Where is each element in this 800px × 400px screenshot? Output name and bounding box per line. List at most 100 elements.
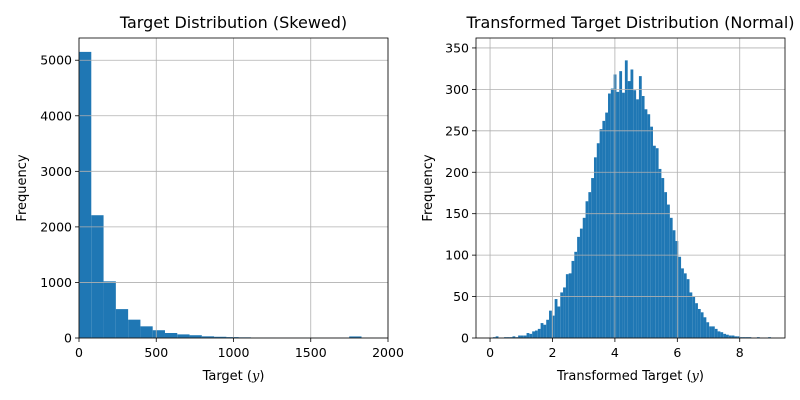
histogram-bar <box>582 217 586 338</box>
histogram-bar <box>678 256 682 338</box>
x-axis-label-variable: y <box>691 369 700 384</box>
histogram-bar <box>709 326 712 338</box>
y-axis-label: Frequency <box>421 154 436 221</box>
histogram-bar <box>602 120 606 338</box>
histogram-bar <box>588 192 592 338</box>
histogram-bar <box>563 287 566 338</box>
histogram-bar <box>560 292 564 338</box>
histogram-bar <box>537 328 541 338</box>
histogram-bar <box>574 251 578 338</box>
histogram-bar <box>610 88 614 338</box>
histogram-bar <box>756 337 760 338</box>
histogram-bar <box>577 236 580 338</box>
histogram-bar <box>726 334 729 338</box>
histogram-bar <box>641 96 645 338</box>
histogram-bar <box>526 333 530 338</box>
histogram-bar <box>669 217 673 338</box>
histogram-bar <box>633 90 637 338</box>
histogram-bar <box>723 333 727 338</box>
histogram-bar <box>189 335 202 338</box>
histogram-bars <box>79 51 387 339</box>
histogram-bar <box>91 215 104 338</box>
histogram-bar <box>619 71 623 338</box>
histogram-bar <box>504 337 507 338</box>
histogram-bar <box>672 230 676 338</box>
histogram-bar <box>728 335 732 338</box>
y-tick-label: 3000 <box>40 164 72 179</box>
histogram-bar <box>557 306 561 338</box>
x-tick-label: 1500 <box>295 345 327 360</box>
histogram-bar <box>731 335 735 338</box>
histogram-bar <box>540 323 544 338</box>
x-tick-label: 0 <box>75 345 83 360</box>
histogram-bar <box>689 292 693 338</box>
histogram-bar <box>627 81 631 338</box>
histogram-bar <box>740 337 743 338</box>
normal-histogram-panel: 0 2 4 6 8 0 50 100 150 200 250 300 350 Transformed Ta… <box>421 13 795 384</box>
y-tick-label: 2000 <box>40 219 72 234</box>
x-axis-label-suffix: ) <box>259 369 264 384</box>
histogram-bar <box>140 326 153 338</box>
histogram-bar <box>638 76 642 338</box>
histogram-bar <box>661 178 665 338</box>
histogram-bar <box>177 334 190 338</box>
histogram-bar <box>703 317 707 338</box>
histogram-bar <box>152 330 165 338</box>
grid-lines <box>78 38 389 339</box>
skewed-histogram-panel: 0 500 1000 1500 2000 0 1000 2000 3000 4000 5000 Tar… <box>15 13 404 384</box>
histogram-bar <box>128 319 141 338</box>
histogram-bar <box>714 328 718 338</box>
y-tick-label: 150 <box>445 206 469 221</box>
y-tick-label: 0 <box>64 331 72 346</box>
histogram-bar <box>534 330 538 338</box>
histogram-bar <box>492 337 496 338</box>
histogram-bar <box>681 268 684 338</box>
histogram-bars <box>492 60 771 339</box>
histogram-bar <box>103 281 116 338</box>
histogram-bar <box>596 143 600 338</box>
histogram-bar <box>532 331 535 338</box>
histogram-bar <box>585 201 589 338</box>
histogram-bar <box>652 145 656 338</box>
histogram-bar <box>720 332 724 338</box>
y-tick-label: 300 <box>445 82 469 97</box>
histogram-bar <box>647 114 651 338</box>
histogram-bar <box>568 273 572 338</box>
x-axis-label-suffix: ) <box>699 369 704 384</box>
histogram-bar <box>515 337 519 338</box>
histogram-bar <box>616 91 620 338</box>
histogram-bar <box>644 109 648 338</box>
y-tick-label: 4000 <box>40 108 72 123</box>
histogram-bar <box>706 322 710 338</box>
y-tick-label: 50 <box>453 289 469 304</box>
y-tick-label: 250 <box>445 123 469 138</box>
y-tick-label: 1000 <box>40 275 72 290</box>
histogram-bar <box>495 336 499 338</box>
histogram-bar <box>658 168 662 338</box>
histogram-bar <box>686 279 690 338</box>
x-tick-label: 4 <box>611 345 619 360</box>
histogram-bar <box>675 241 679 338</box>
chart-title: Target Distribution (Skewed) <box>119 13 347 32</box>
histogram-bar <box>554 299 558 338</box>
histogram-bar <box>624 60 628 338</box>
plot-frame <box>475 37 786 339</box>
histogram-bar <box>605 112 609 338</box>
x-tick-label: 6 <box>673 345 681 360</box>
histogram-bar <box>543 324 547 338</box>
chart-title: Transformed Target Distribution (Normal) <box>465 13 794 32</box>
x-tick-label: 0 <box>486 345 494 360</box>
histogram-bar <box>599 129 603 338</box>
histogram-bar <box>520 335 524 338</box>
histogram-bar <box>593 157 597 338</box>
histogram-bar <box>745 337 749 338</box>
y-tick-label: 350 <box>445 40 469 55</box>
histogram-bar <box>683 273 687 338</box>
histogram-bar <box>509 337 513 338</box>
histogram-bar <box>608 93 611 338</box>
histogram-bar <box>115 309 129 338</box>
histogram-bar <box>748 337 752 338</box>
histogram-bar <box>214 336 227 338</box>
histogram-bar <box>79 51 92 339</box>
